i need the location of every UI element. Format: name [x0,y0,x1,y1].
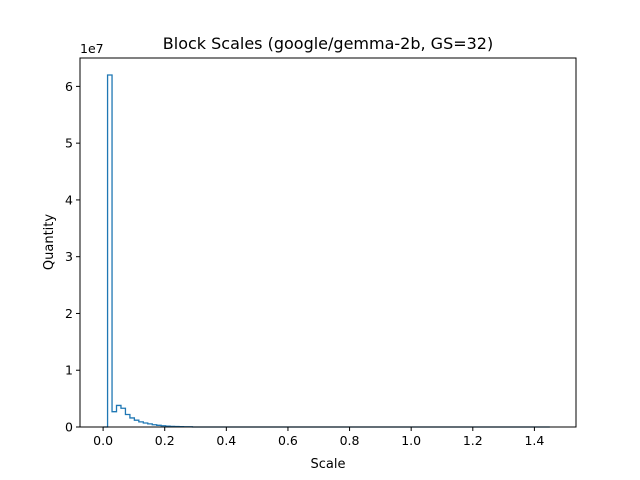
y-tick-label: 0 [65,420,73,435]
x-tick-label: 0.6 [278,433,298,448]
x-tick-label: 0.4 [216,433,236,448]
x-axis-label: Scale [311,457,346,472]
y-tick-label: 1 [65,363,73,378]
chart-title: Block Scales (google/gemma-2b, GS=32) [163,34,493,53]
x-axis-ticks: 0.0 0.2 0.4 0.6 0.8 1.0 1.2 1.4 [93,427,544,448]
y-tick-label: 2 [65,306,73,321]
x-tick-label: 1.4 [524,433,544,448]
x-tick-label: 0.8 [340,433,360,448]
plot-frame [79,57,577,428]
y-tick-label: 6 [65,79,73,94]
x-tick-label: 1.0 [401,433,421,448]
y-tick-label: 3 [65,249,73,264]
y-axis-ticks: 0 1 2 3 4 5 6 [65,79,80,435]
y-axis-label: Quantity [42,214,57,270]
histogram-step-line [103,74,550,428]
y-offset-label: 1e7 [80,41,104,56]
x-tick-label: 1.2 [463,433,483,448]
x-tick-label: 0.0 [93,433,113,448]
plot-area [103,74,550,428]
y-tick-label: 4 [65,192,73,207]
x-tick-label: 0.2 [155,433,175,448]
y-tick-label: 5 [65,136,73,151]
